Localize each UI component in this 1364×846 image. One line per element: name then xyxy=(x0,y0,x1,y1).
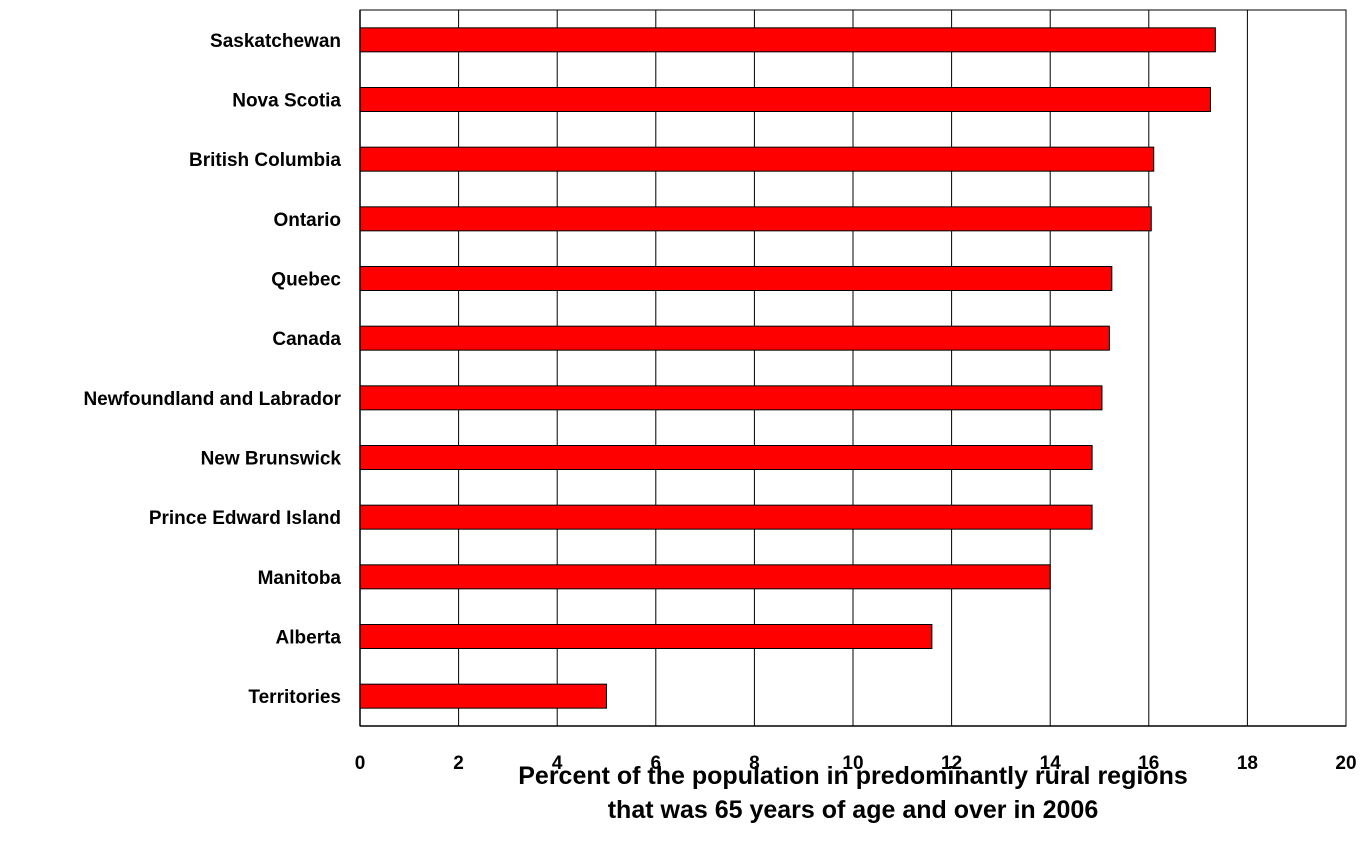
x-tick-label: 14 xyxy=(1040,753,1062,774)
x-tick-labels: 0 2 4 6 8 10 12 14 16 18 20 xyxy=(355,753,1357,774)
bar-british-columbia xyxy=(359,146,1155,172)
bar-alberta xyxy=(359,624,933,649)
bar-new-brunswick xyxy=(359,445,1093,470)
bar-ontario xyxy=(359,206,1152,232)
bars xyxy=(359,27,1216,709)
x-axis-title-line-2: that was 65 years of age and over in 200… xyxy=(608,796,1099,824)
category-label: Alberta xyxy=(276,628,342,649)
bar-manitoba xyxy=(359,564,1051,590)
category-label: Nova Scotia xyxy=(232,91,341,112)
category-label: Canada xyxy=(272,329,341,350)
category-label: Manitoba xyxy=(258,568,342,589)
x-tick-label: 4 xyxy=(552,753,563,774)
category-label: Quebec xyxy=(271,270,341,291)
bar-canada xyxy=(359,325,1110,351)
x-tick-label: 10 xyxy=(842,753,863,774)
x-tick-label: 2 xyxy=(453,753,464,774)
x-tick-label: 12 xyxy=(941,753,962,774)
category-label: Prince Edward Island xyxy=(149,508,341,529)
x-tick-label: 8 xyxy=(749,753,760,774)
category-label: Saskatchewan xyxy=(210,31,341,52)
category-label: Territories xyxy=(248,687,341,708)
bar-prince-edward-island xyxy=(359,504,1093,530)
bar-newfoundland-and-labrador xyxy=(359,385,1103,411)
category-labels: Saskatchewan Nova Scotia British Columbia O… xyxy=(83,31,341,708)
category-label: British Columbia xyxy=(189,150,341,171)
x-axis-title-line-1: Percent of the population in predominant… xyxy=(518,762,1188,790)
x-tick-label: 18 xyxy=(1237,753,1258,774)
bar-nova-scotia xyxy=(359,87,1211,112)
x-tick-label: 20 xyxy=(1335,753,1356,774)
x-tick-label: 6 xyxy=(651,753,662,774)
category-label: Newfoundland and Labrador xyxy=(83,389,341,410)
bar-quebec xyxy=(359,266,1113,291)
x-tick-label: 16 xyxy=(1138,753,1159,774)
x-tick-label: 0 xyxy=(355,753,366,774)
bar-saskatchewan xyxy=(359,27,1216,53)
axes xyxy=(359,9,1347,727)
category-label: Ontario xyxy=(273,210,341,231)
gridlines xyxy=(359,10,1347,726)
category-label: New Brunswick xyxy=(201,449,342,470)
bar-territories xyxy=(359,683,607,709)
